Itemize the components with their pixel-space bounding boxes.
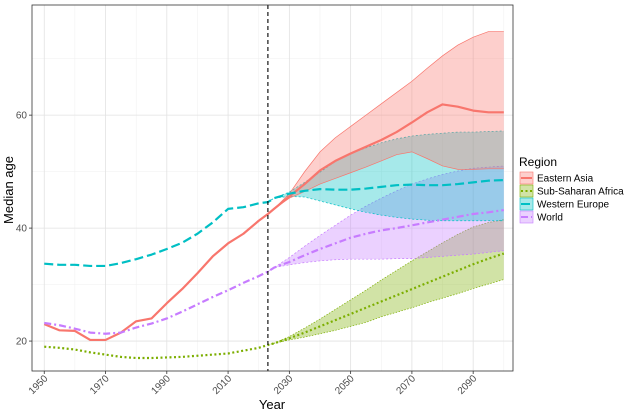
grid-lines [32,5,513,371]
plot-background [32,5,513,371]
legend-label: World [537,213,563,224]
x-tick-label: 1990 [149,373,173,397]
legend-items: Eastern Asia Sub-Saharan Africa Western Eu… [519,171,624,224]
x-axis-title: Year [259,397,286,412]
band-upper-edge [267,31,504,215]
legend: Region Eastern Asia Sub-Saharan Africa Wes… [519,155,624,224]
band-eastern-asia [267,31,504,214]
x-tick-label: 2010 [211,373,235,397]
band-upper-edge [267,165,504,272]
series-line-world [44,208,504,335]
x-tick-label: 2070 [395,373,419,397]
series-line-western-europe [44,178,504,268]
band-world [267,165,504,272]
band-lower-edge [267,196,504,222]
x-tick-label: 1970 [88,373,112,397]
x-tick-label: 2030 [272,373,296,397]
legend-label: Western Europe [537,200,610,211]
band-sub-saharan-africa [267,219,504,346]
x-tick-label: 1950 [27,373,51,397]
series-lines [43,103,505,360]
y-axis-title: Median age [1,156,16,224]
uncertainty-bands [267,31,504,346]
legend-label: Eastern Asia [537,174,594,185]
band-western-europe [267,130,504,221]
x-tick-label: 2050 [333,373,357,397]
y-tick-label: 60 [16,111,28,122]
plot-border [31,4,514,372]
y-tick-label: 40 [16,224,28,235]
band-lower-edge [267,151,504,215]
x-tick-label: 2090 [456,373,480,397]
legend-label: Sub-Saharan Africa [537,187,624,198]
legend-title: Region [519,155,557,169]
x-axis-ticks: 1950 1970 1990 2010 2030 2050 2070 2090 [27,371,480,397]
band-lower-edge [267,250,504,272]
y-axis-ticks: 20 40 60 [16,111,32,348]
band-lower-edge [267,279,504,346]
band-upper-edge [267,130,504,203]
y-tick-label: 20 [16,337,28,348]
band-upper-edge [267,219,504,346]
